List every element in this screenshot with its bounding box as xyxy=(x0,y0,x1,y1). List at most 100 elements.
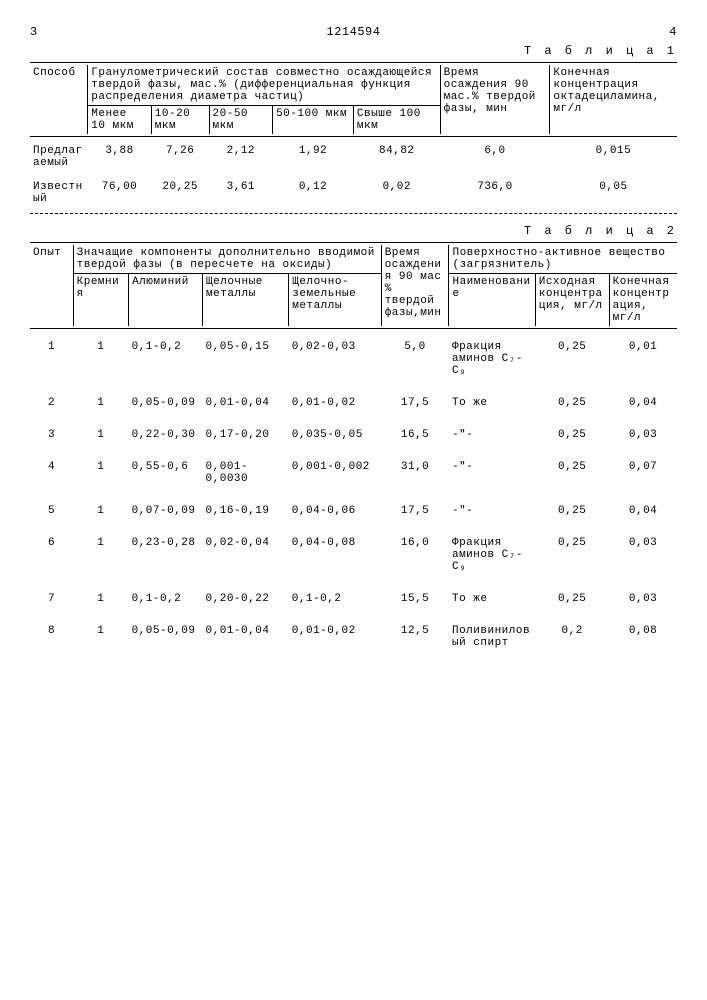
t1-r2-v1: 76,00 xyxy=(88,175,152,211)
t1-r2-v2: 20,25 xyxy=(151,175,209,211)
t2-h-shelz: Щелочно-земельные металлы xyxy=(289,274,381,327)
t2-cell-t: 12,5 xyxy=(381,615,449,659)
t1-r2-v4: 0,12 xyxy=(273,175,354,211)
t2-cell-n: 7 xyxy=(30,583,73,615)
t2-cell-t: 31,0 xyxy=(381,451,449,495)
t2-cell-i: 0,25 xyxy=(535,583,609,615)
t2-cell-sz: 0,02-0,03 xyxy=(289,331,381,387)
t1-r1-v3: 2,12 xyxy=(209,139,273,175)
table1-body: Предлагаемый 3,88 7,26 2,12 1,92 84,82 6… xyxy=(30,139,677,211)
t2-cell-t: 5,0 xyxy=(381,331,449,387)
t2-cell-sh: 0,20-0,22 xyxy=(203,583,289,615)
t2-cell-sh: 0,01-0,04 xyxy=(203,387,289,419)
t2-cell-t: 15,5 xyxy=(381,583,449,615)
t1-h-gran: Гранулометрический состав совместно осаж… xyxy=(88,65,440,106)
t2-cell-n: 8 xyxy=(30,615,73,659)
t2-cell-nm: То же xyxy=(449,387,535,419)
table-row: 110,1-0,20,05-0,150,02-0,035,0Фракция ам… xyxy=(30,331,677,387)
t2-cell-t: 16,5 xyxy=(381,419,449,451)
t1-r1-v5: 84,82 xyxy=(353,139,440,175)
table-row: 610,23-0,280,02-0,040,04-0,0816,0Фракция… xyxy=(30,527,677,583)
t2-cell-sz: 0,04-0,06 xyxy=(289,495,381,527)
t1-r1-v4: 1,92 xyxy=(273,139,354,175)
table-row: 810,05-0,090,01-0,040,01-0,0212,5Поливин… xyxy=(30,615,677,659)
t1-r2-v5: 0,02 xyxy=(353,175,440,211)
table-row: 510,07-0,090,16-0,190,04-0,0617,5-"-0,25… xyxy=(30,495,677,527)
t2-cell-n: 4 xyxy=(30,451,73,495)
t2-cell-k: 1 xyxy=(73,419,128,451)
table2-header: Опыт Значащие компоненты дополнительно в… xyxy=(30,245,677,326)
t2-h-znach: Значащие компоненты дополнительно вводим… xyxy=(73,245,381,274)
t2-cell-al: 0,07-0,09 xyxy=(129,495,203,527)
t2-cell-ko: 0,08 xyxy=(609,615,677,659)
t2-cell-i: 0,25 xyxy=(535,527,609,583)
t1-r2-k: 0,05 xyxy=(550,175,677,211)
t1-r2-v3: 3,61 xyxy=(209,175,273,211)
table-row: Известный 76,00 20,25 3,61 0,12 0,02 736… xyxy=(30,175,677,211)
t2-cell-nm: Поливиниловый спирт xyxy=(449,615,535,659)
t2-cell-sh: 0,05-0,15 xyxy=(203,331,289,387)
t2-cell-ko: 0,07 xyxy=(609,451,677,495)
t1-h-method: Способ xyxy=(30,65,88,134)
table2-label: Т а б л и ц а 2 xyxy=(30,224,677,238)
t2-cell-nm: -"- xyxy=(449,451,535,495)
t2-cell-i: 0,25 xyxy=(535,419,609,451)
t1-r1-m: Предлагаемый xyxy=(30,139,88,175)
t2-cell-i: 0,25 xyxy=(535,387,609,419)
t1-r2-t: 736,0 xyxy=(440,175,550,211)
t2-cell-ko: 0,03 xyxy=(609,527,677,583)
table-row: 210,05-0,090,01-0,040,01-0,0217,5То же0,… xyxy=(30,387,677,419)
t2-h-naim: Наименование xyxy=(449,274,535,327)
t2-cell-ko: 0,03 xyxy=(609,583,677,615)
t2-cell-al: 0,1-0,2 xyxy=(129,331,203,387)
t2-cell-t: 17,5 xyxy=(381,495,449,527)
t2-cell-k: 1 xyxy=(73,387,128,419)
t2-cell-sz: 0,01-0,02 xyxy=(289,615,381,659)
t2-cell-t: 17,5 xyxy=(381,387,449,419)
t2-cell-n: 6 xyxy=(30,527,73,583)
t2-cell-n: 3 xyxy=(30,419,73,451)
t1-r2-m: Известный xyxy=(30,175,88,211)
t2-cell-al: 0,1-0,2 xyxy=(129,583,203,615)
t1-r1-k: 0,015 xyxy=(550,139,677,175)
t2-cell-sz: 0,001-0,002 xyxy=(289,451,381,495)
page-right: 4 xyxy=(669,25,677,39)
table-row: 310,22-0,300,17-0,200,035-0,0516,5-"-0,2… xyxy=(30,419,677,451)
t2-cell-k: 1 xyxy=(73,527,128,583)
t2-cell-k: 1 xyxy=(73,331,128,387)
table-row: 710,1-0,20,20-0,220,1-0,215,5То же0,250,… xyxy=(30,583,677,615)
t2-cell-ko: 0,01 xyxy=(609,331,677,387)
t2-h-shel: Щелочные металлы xyxy=(203,274,289,327)
t2-cell-sh: 0,001-0,0030 xyxy=(203,451,289,495)
t2-h-krem: Кремния xyxy=(73,274,128,327)
t2-cell-ko: 0,04 xyxy=(609,495,677,527)
t2-cell-nm: -"- xyxy=(449,495,535,527)
t2-cell-n: 1 xyxy=(30,331,73,387)
t2-cell-sz: 0,1-0,2 xyxy=(289,583,381,615)
t1-h-time: Время осаждения 90 мас.% твердой фазы, м… xyxy=(440,65,550,134)
t2-cell-sh: 0,17-0,20 xyxy=(203,419,289,451)
t2-cell-i: 0,25 xyxy=(535,331,609,387)
t2-cell-al: 0,55-0,6 xyxy=(129,451,203,495)
t2-h-time: Время осаждения 90 мас % твердой фазы,ми… xyxy=(381,245,449,326)
t2-h-opyt: Опыт xyxy=(30,245,73,326)
t2-cell-k: 1 xyxy=(73,495,128,527)
table-row: 410,55-0,60,001-0,00300,001-0,00231,0-"-… xyxy=(30,451,677,495)
t1-h-c2: 10-20 мкм xyxy=(151,106,209,135)
t2-cell-n: 5 xyxy=(30,495,73,527)
t2-cell-nm: -"- xyxy=(449,419,535,451)
t1-h-konc: Конечная концентрация октадециламина, мг… xyxy=(550,65,677,134)
t2-cell-nm: То же xyxy=(449,583,535,615)
t1-r1-t: 6,0 xyxy=(440,139,550,175)
t2-cell-k: 1 xyxy=(73,451,128,495)
t1-h-c5: Свыше 100 мкм xyxy=(353,106,440,135)
t2-h-al: Алюминий xyxy=(129,274,203,327)
table-row: Предлагаемый 3,88 7,26 2,12 1,92 84,82 6… xyxy=(30,139,677,175)
t2-cell-al: 0,22-0,30 xyxy=(129,419,203,451)
t2-h-kon: Конечная концентрация, мг/л xyxy=(609,274,677,327)
t2-cell-sz: 0,04-0,08 xyxy=(289,527,381,583)
table2-body: 110,1-0,20,05-0,150,02-0,035,0Фракция ам… xyxy=(30,331,677,659)
table1-label: Т а б л и ц а 1 xyxy=(30,44,677,58)
t2-h-pav: Поверхностно-активное вещество (загрязни… xyxy=(449,245,677,274)
table1: Способ Гранулометрический состав совмест… xyxy=(30,65,677,134)
